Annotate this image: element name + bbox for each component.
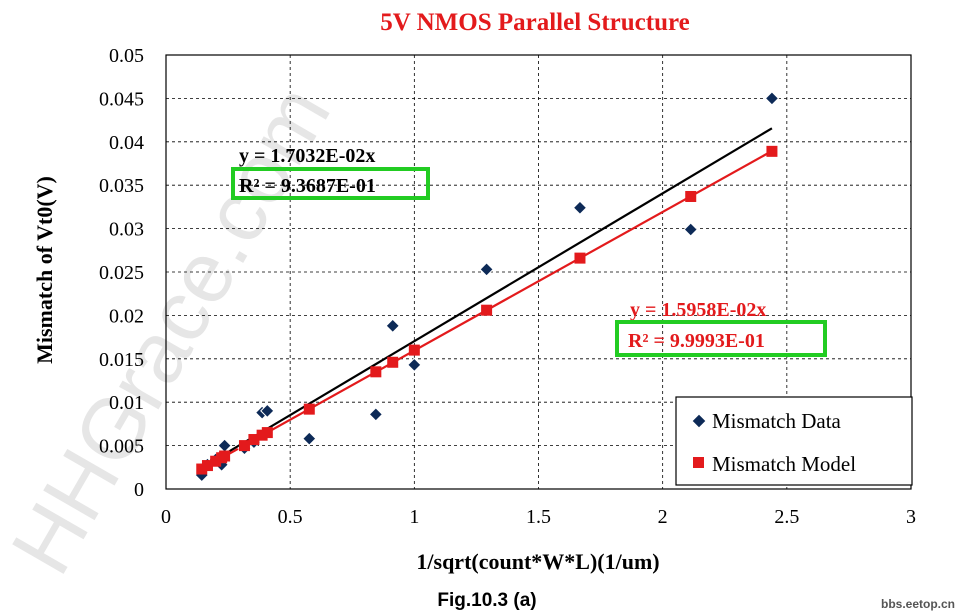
data-point-mismatch-data [764,91,780,106]
data-r2-highlight-box [231,167,430,200]
y-tick-label: 0.025 [99,262,144,284]
data-point-mismatch-model [196,463,208,475]
data-point-mismatch-model [370,366,382,378]
data-point-mismatch-model [481,304,493,316]
data-point-mismatch-model [248,434,260,446]
y-tick-label: 0.04 [109,132,144,154]
y-tick-label: 0.005 [99,436,144,458]
data-point-mismatch-data [385,318,400,334]
data-point-mismatch-data [479,262,494,277]
data-point-mismatch-data [407,357,422,373]
trendline-mismatch-data [201,127,773,469]
legend: Mismatch Data Mismatch Model [675,396,913,486]
x-tick-label: 1.5 [526,506,551,528]
data-point-mismatch-model [685,190,697,202]
data-point-mismatch-data [260,403,275,419]
series-markers [194,91,780,483]
data-point-mismatch-model [387,356,399,368]
figure-caption: Fig.10.3 (a) [437,590,536,611]
chart-title: 5V NMOS Parallel Structure [380,9,689,36]
y-tick-label: 0.05 [109,45,144,67]
x-tick-label: 0 [161,506,171,528]
x-tick-label: 1 [409,506,419,528]
y-tick-label: 0.015 [99,349,144,371]
x-tick-label: 0.5 [278,506,303,528]
y-tick-label: 0.045 [99,88,144,110]
legend-marker-mismatch-data [691,413,707,429]
model-trend-r2: R² = 9.9993E-01 [628,330,765,352]
data-point-mismatch-model [408,344,420,356]
data-point-mismatch-model [766,145,778,157]
data-point-mismatch-model [303,403,315,415]
x-tick-label: 2.5 [774,506,799,528]
data-trend-r2: R² = 9.3687E-01 [239,175,376,197]
x-tick-label: 3 [906,506,916,528]
data-point-mismatch-model [219,450,231,462]
model-trend-equation: y = 1.5958E-02x [630,299,766,321]
data-trend-equation: y = 1.7032E-02x [239,145,375,167]
data-point-mismatch-model [201,460,213,472]
y-tick-label: 0.03 [109,219,144,241]
data-point-mismatch-model [574,252,586,264]
model-r2-highlight-box [615,320,827,357]
legend-box [675,396,913,486]
data-point-mismatch-data [572,200,588,215]
data-point-mismatch-model [238,440,250,452]
legend-marker-mismatch-model [693,457,704,468]
y-axis-label: Mismatch of Vt0(V) [32,176,57,364]
tick-labels: 0 0.5 1 1.5 2 2.5 3 0 0.005 0.01 0.015 0.02 0.025 0.0… [99,45,916,528]
x-tick-label: 2 [658,506,668,528]
x-axis-label: 1/sqrt(count*W*L)(1/um) [416,549,659,574]
y-tick-label: 0.02 [109,305,144,327]
y-tick-label: 0.01 [109,392,144,414]
y-tick-label: 0 [134,479,144,501]
data-point-mismatch-data [302,431,317,446]
source-label: bbs.eetop.cn [881,597,955,611]
data-point-mismatch-model [210,455,222,467]
legend-label-mismatch-model: Mismatch Model [712,452,856,476]
data-point-mismatch-data [683,222,698,237]
y-tick-label: 0.035 [99,175,144,197]
legend-label-mismatch-data: Mismatch Data [712,409,842,433]
data-point-mismatch-data [368,407,384,422]
data-point-mismatch-model [261,427,273,439]
